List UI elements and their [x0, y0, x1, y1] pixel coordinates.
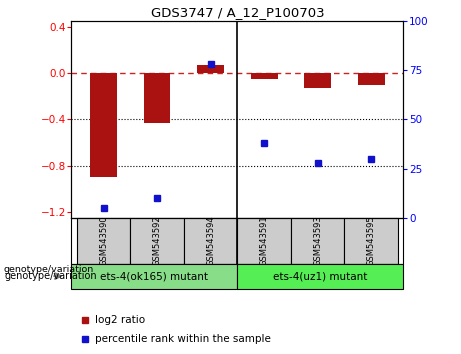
- Text: GSM543594: GSM543594: [206, 215, 215, 266]
- Bar: [197, 65, 224, 73]
- Bar: [184, 218, 237, 264]
- Bar: [291, 218, 344, 264]
- Text: GSM543595: GSM543595: [367, 215, 376, 266]
- Text: log2 ratio: log2 ratio: [95, 315, 145, 325]
- Bar: [130, 218, 184, 264]
- Bar: [144, 73, 171, 123]
- Text: GSM543592: GSM543592: [153, 215, 162, 266]
- Text: GSM543590: GSM543590: [99, 215, 108, 266]
- Bar: [251, 73, 278, 79]
- Text: ets-4(uz1) mutant: ets-4(uz1) mutant: [273, 271, 367, 281]
- Bar: [77, 218, 130, 264]
- Text: percentile rank within the sample: percentile rank within the sample: [95, 333, 271, 344]
- Bar: [237, 218, 291, 264]
- Bar: [358, 73, 384, 85]
- Text: genotype/variation: genotype/variation: [5, 271, 97, 281]
- Bar: [237, 264, 403, 289]
- Text: ets-4(ok165) mutant: ets-4(ok165) mutant: [100, 271, 208, 281]
- Bar: [304, 73, 331, 88]
- Bar: [71, 264, 237, 289]
- Bar: [344, 218, 398, 264]
- Text: GSM543591: GSM543591: [260, 215, 269, 266]
- Bar: [90, 73, 117, 177]
- Text: GSM543593: GSM543593: [313, 215, 322, 266]
- Title: GDS3747 / A_12_P100703: GDS3747 / A_12_P100703: [151, 6, 324, 19]
- Text: genotype/variation: genotype/variation: [4, 265, 94, 274]
